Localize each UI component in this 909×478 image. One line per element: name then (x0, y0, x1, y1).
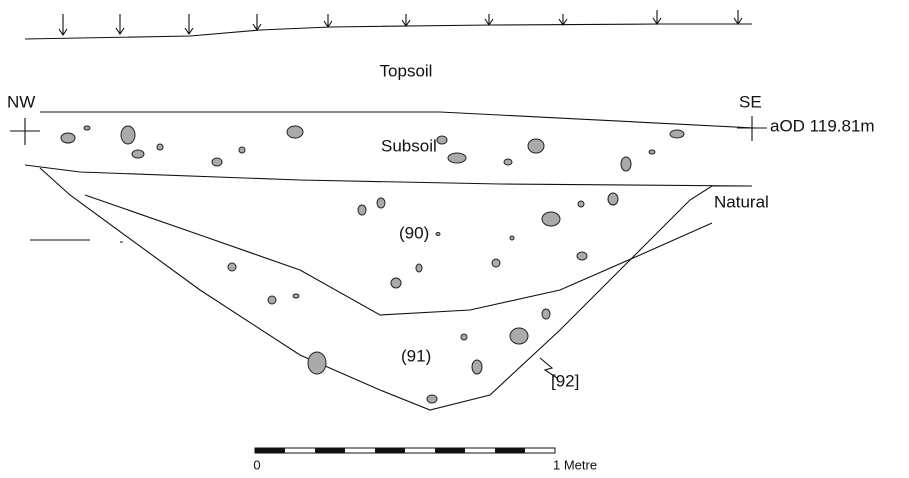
label-cut-92: [92] (551, 371, 579, 390)
layer-boundaries (10, 111, 767, 411)
label-topsoil: Topsoil (380, 61, 433, 80)
ground-surface (24, 10, 752, 40)
scale-bar: 0 1 Metre (253, 447, 597, 472)
stones (60, 125, 685, 404)
label-fill-90: (90) (399, 223, 429, 242)
label-fill-91: (91) (401, 346, 431, 365)
label-se: SE (739, 92, 762, 111)
label-nw: NW (7, 92, 35, 111)
label-aod: aOD 119.81m (770, 116, 875, 135)
scale-end: 1 Metre (553, 457, 597, 472)
label-natural: Natural (714, 192, 769, 211)
scale-start: 0 (253, 457, 260, 472)
label-subsoil: Subsoil (381, 136, 437, 155)
